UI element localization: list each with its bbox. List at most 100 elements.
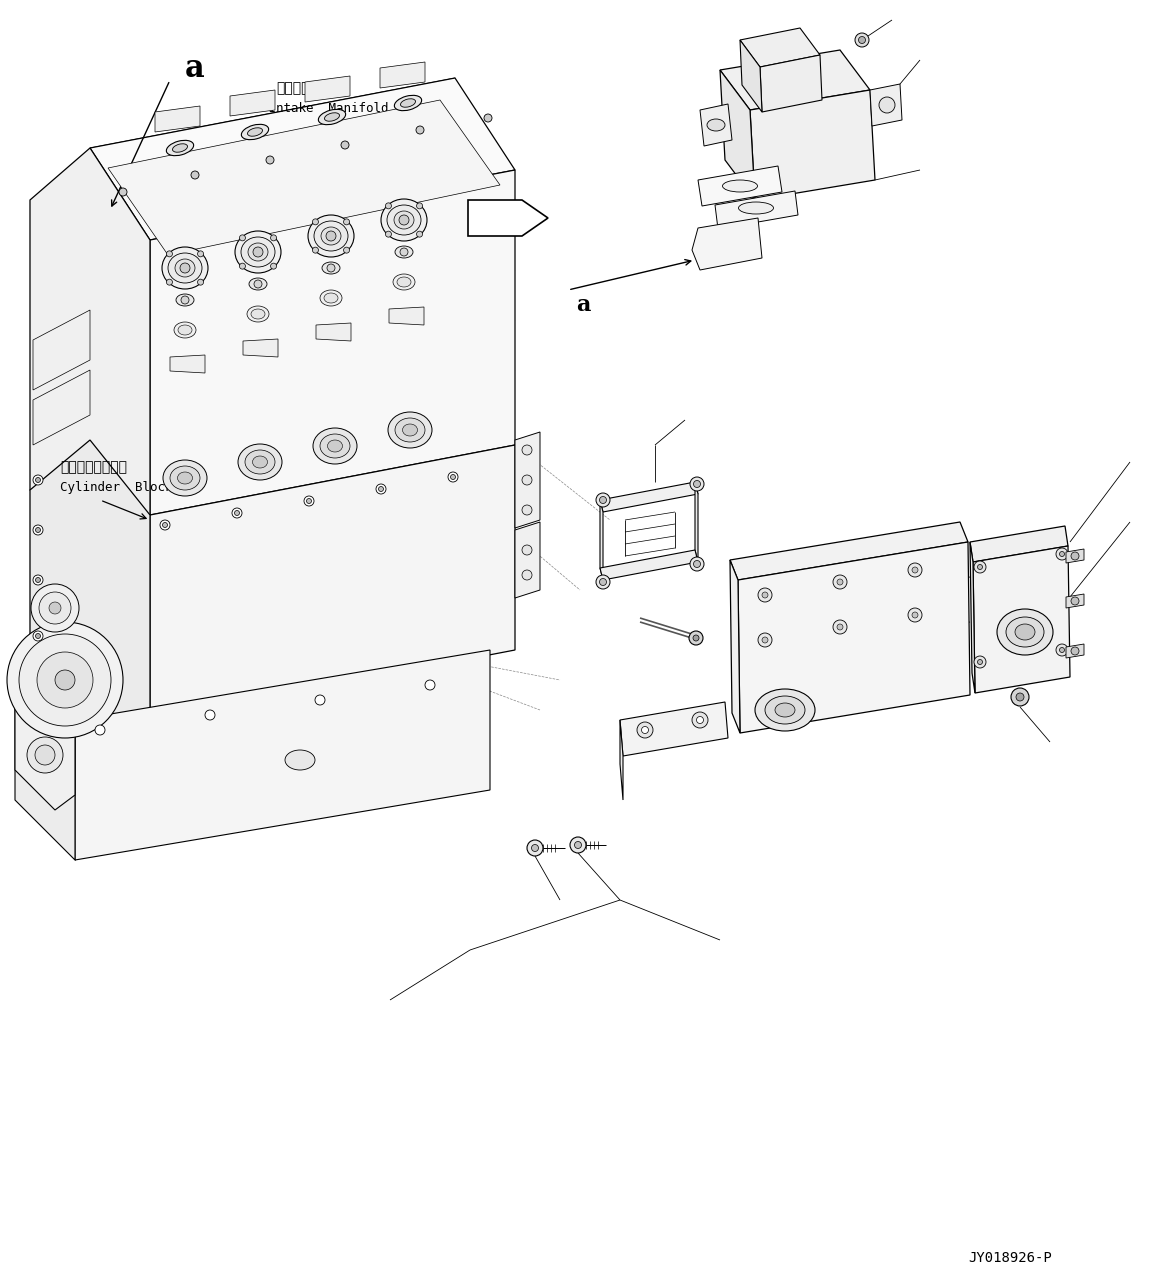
Circle shape bbox=[908, 608, 922, 622]
Circle shape bbox=[642, 726, 649, 733]
Ellipse shape bbox=[397, 277, 411, 287]
Polygon shape bbox=[515, 431, 540, 528]
Ellipse shape bbox=[313, 428, 357, 464]
Circle shape bbox=[7, 622, 123, 738]
Polygon shape bbox=[695, 482, 698, 562]
Polygon shape bbox=[316, 323, 351, 341]
Circle shape bbox=[33, 526, 43, 535]
Polygon shape bbox=[740, 40, 762, 112]
Ellipse shape bbox=[321, 227, 341, 245]
Polygon shape bbox=[515, 522, 540, 598]
Circle shape bbox=[1059, 648, 1064, 653]
Circle shape bbox=[55, 670, 74, 690]
Circle shape bbox=[973, 562, 986, 573]
Circle shape bbox=[595, 574, 611, 589]
Circle shape bbox=[693, 480, 700, 487]
Polygon shape bbox=[230, 90, 274, 116]
Circle shape bbox=[33, 631, 43, 641]
Ellipse shape bbox=[167, 252, 202, 283]
Ellipse shape bbox=[707, 118, 725, 131]
Circle shape bbox=[1071, 647, 1079, 656]
Ellipse shape bbox=[314, 222, 348, 251]
Polygon shape bbox=[700, 104, 732, 146]
Circle shape bbox=[448, 471, 458, 482]
Circle shape bbox=[36, 528, 41, 532]
Polygon shape bbox=[1066, 644, 1084, 658]
Polygon shape bbox=[620, 720, 623, 800]
Circle shape bbox=[240, 234, 245, 241]
Ellipse shape bbox=[178, 325, 192, 335]
Circle shape bbox=[416, 231, 422, 237]
Polygon shape bbox=[759, 55, 822, 112]
Ellipse shape bbox=[775, 703, 795, 717]
Ellipse shape bbox=[381, 200, 427, 241]
Circle shape bbox=[1071, 598, 1079, 605]
Circle shape bbox=[304, 496, 314, 506]
Circle shape bbox=[416, 126, 424, 134]
Circle shape bbox=[693, 635, 699, 641]
Circle shape bbox=[327, 264, 335, 272]
Circle shape bbox=[35, 744, 55, 765]
Ellipse shape bbox=[252, 456, 267, 468]
Ellipse shape bbox=[324, 292, 338, 303]
Ellipse shape bbox=[388, 412, 431, 448]
Polygon shape bbox=[108, 100, 500, 255]
Circle shape bbox=[855, 33, 869, 46]
Ellipse shape bbox=[308, 215, 354, 258]
Ellipse shape bbox=[178, 471, 193, 484]
Circle shape bbox=[313, 219, 319, 225]
Polygon shape bbox=[620, 702, 728, 756]
Circle shape bbox=[833, 620, 847, 634]
Polygon shape bbox=[750, 90, 875, 200]
Circle shape bbox=[376, 484, 386, 495]
Ellipse shape bbox=[395, 246, 413, 258]
Circle shape bbox=[205, 710, 215, 720]
Circle shape bbox=[977, 564, 983, 569]
Polygon shape bbox=[90, 79, 515, 240]
Circle shape bbox=[1059, 551, 1064, 556]
Circle shape bbox=[758, 589, 772, 601]
Circle shape bbox=[95, 725, 105, 735]
Circle shape bbox=[531, 845, 538, 851]
Text: Cylinder  Block: Cylinder Block bbox=[60, 480, 172, 493]
Circle shape bbox=[690, 556, 704, 571]
Polygon shape bbox=[74, 650, 490, 860]
Polygon shape bbox=[730, 560, 740, 733]
Polygon shape bbox=[600, 550, 698, 580]
Text: FWD: FWD bbox=[486, 210, 514, 225]
Text: JY018926-P: JY018926-P bbox=[968, 1251, 1051, 1265]
Circle shape bbox=[522, 444, 531, 455]
Ellipse shape bbox=[163, 460, 207, 496]
Circle shape bbox=[254, 279, 262, 289]
Polygon shape bbox=[150, 444, 515, 720]
Circle shape bbox=[1056, 644, 1068, 656]
Circle shape bbox=[973, 656, 986, 668]
Circle shape bbox=[637, 723, 652, 738]
Polygon shape bbox=[30, 148, 150, 560]
Circle shape bbox=[1011, 688, 1029, 706]
Circle shape bbox=[758, 632, 772, 647]
Ellipse shape bbox=[395, 419, 424, 442]
Circle shape bbox=[399, 215, 409, 225]
Circle shape bbox=[36, 478, 41, 483]
Polygon shape bbox=[243, 339, 278, 357]
Ellipse shape bbox=[755, 689, 815, 732]
Circle shape bbox=[912, 567, 918, 573]
Ellipse shape bbox=[174, 259, 195, 277]
Circle shape bbox=[595, 493, 611, 507]
Text: シリンダブロック: シリンダブロック bbox=[60, 460, 127, 474]
Circle shape bbox=[36, 577, 41, 582]
Polygon shape bbox=[380, 62, 424, 88]
Circle shape bbox=[693, 560, 700, 568]
Circle shape bbox=[450, 474, 456, 479]
Ellipse shape bbox=[1006, 617, 1044, 647]
Circle shape bbox=[266, 156, 274, 164]
Circle shape bbox=[33, 574, 43, 585]
Text: a: a bbox=[185, 53, 205, 84]
Circle shape bbox=[1071, 553, 1079, 560]
Polygon shape bbox=[970, 542, 975, 693]
Circle shape bbox=[19, 634, 110, 726]
Polygon shape bbox=[739, 542, 970, 733]
Polygon shape bbox=[33, 370, 90, 444]
Ellipse shape bbox=[238, 444, 281, 480]
